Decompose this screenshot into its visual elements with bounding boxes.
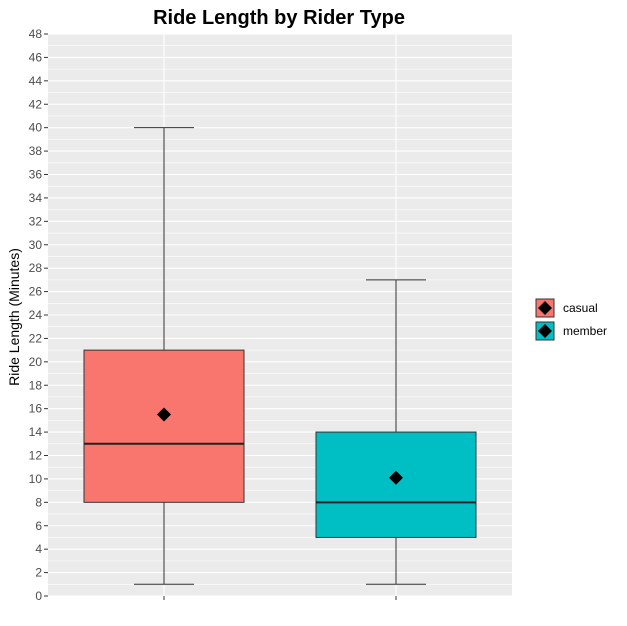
y-tick-label: 44 (29, 74, 43, 88)
x-axis-ticks (163, 596, 397, 600)
y-tick-label: 38 (29, 144, 43, 158)
y-tick-label: 42 (29, 97, 43, 111)
y-tick-label: 46 (29, 50, 43, 64)
legend-label: casual (563, 301, 598, 315)
iqr-box (315, 431, 477, 538)
y-tick-label: 10 (29, 472, 43, 486)
y-tick-label: 16 (29, 402, 43, 416)
boxes (83, 127, 477, 585)
legend-item-casual: casual (535, 298, 598, 318)
y-tick-label: 28 (29, 261, 43, 275)
y-tick-label: 8 (35, 495, 42, 509)
y-tick-label: 26 (29, 285, 43, 299)
y-axis-label: Ride Length (Minutes) (6, 248, 22, 386)
mean-marker (389, 470, 403, 485)
y-tick-label: 4 (35, 542, 42, 556)
y-tick-label: 0 (35, 589, 42, 603)
iqr-box (83, 349, 245, 503)
legend-label: member (563, 324, 607, 338)
y-tick-label: 48 (29, 27, 43, 41)
legend: casual member (535, 298, 607, 341)
y-tick-label: 20 (29, 355, 43, 369)
box-member (315, 279, 477, 585)
y-tick-label: 22 (29, 331, 43, 345)
box-casual (83, 127, 245, 585)
y-tick-label: 36 (29, 168, 43, 182)
y-tick-label: 32 (29, 214, 43, 228)
chart-title: Ride Length by Rider Type (153, 7, 405, 29)
y-tick-label: 30 (29, 238, 43, 252)
y-tick-label: 2 (35, 566, 42, 580)
y-tick-label: 12 (29, 449, 43, 463)
legend-diamond-icon (538, 324, 552, 338)
y-tick-label: 34 (29, 191, 43, 205)
legend-diamond-icon (538, 301, 552, 315)
mean-marker (157, 407, 171, 422)
y-tick-label: 24 (29, 308, 43, 322)
y-tick-label: 14 (29, 425, 43, 439)
y-tick-label: 40 (29, 121, 43, 135)
y-tick-label: 18 (29, 378, 43, 392)
y-tick-label: 6 (35, 519, 42, 533)
legend-item-member: member (535, 321, 607, 341)
y-axis-ticks: 0246810121416182022242628303234363840424… (29, 27, 48, 603)
